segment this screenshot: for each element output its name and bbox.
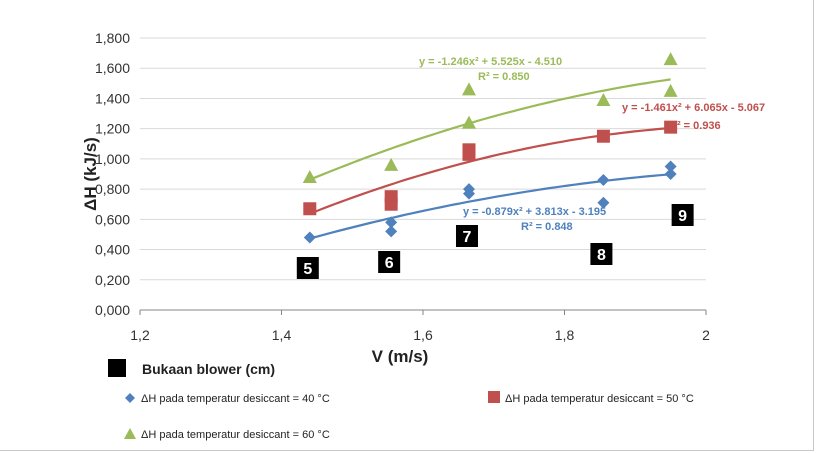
y-tick-label: 1,000	[95, 151, 130, 167]
data-point-40c	[597, 174, 610, 187]
y-tick-label: 0,800	[95, 181, 130, 197]
blower-badge	[671, 204, 694, 226]
trendline-equation: y = -1.461x² + 6.065x - 5.067	[622, 102, 765, 114]
x-tick-label: 1,2	[130, 327, 150, 343]
legend-label: ΔH pada temperatur desiccant = 40 °C	[141, 393, 330, 405]
y-tick-label: 1,600	[95, 60, 130, 76]
blower-badge	[455, 225, 478, 247]
y-tick-label: 1,400	[95, 90, 130, 106]
data-point-60c	[302, 170, 317, 184]
legend-marker-40c	[125, 393, 135, 403]
data-point-60c	[596, 92, 611, 106]
data-point-60c	[461, 82, 476, 96]
trendline-equation: y = -1.246x² + 5.525x - 4.510	[419, 56, 562, 68]
x-tick-label: 1,8	[555, 327, 575, 343]
r-squared-label: R² = 0.936	[669, 120, 721, 132]
data-point-50c	[462, 143, 476, 157]
data-point-60c	[384, 157, 399, 171]
blower-badge-label: 5	[303, 261, 312, 278]
y-tick-label: 0,200	[95, 272, 130, 288]
trendline	[309, 173, 671, 240]
data-point-50c	[596, 129, 610, 143]
data-point-60c	[663, 83, 678, 97]
x-tick-label: 1,4	[272, 327, 292, 343]
x-axis-title: V (m/s)	[372, 347, 429, 366]
blower-badge-label: 8	[597, 247, 606, 264]
data-point-40c	[597, 196, 610, 209]
data-point-40c	[303, 231, 316, 244]
blower-badge-label: 6	[385, 255, 394, 272]
y-tick-label: 1,800	[95, 30, 130, 46]
legend-marker-60c	[124, 428, 136, 439]
x-tick-label: 1,6	[413, 327, 433, 343]
legend-label: ΔH pada temperatur desiccant = 60 °C	[141, 429, 330, 441]
trendline-equation: y = -0.879x² + 3.813x - 3.195	[463, 206, 606, 218]
y-tick-label: 0,600	[95, 211, 130, 227]
y-axis-title: ΔH (kJ/s)	[81, 137, 100, 211]
r-squared-label: R² = 0.848	[521, 221, 573, 233]
trendline	[309, 126, 671, 215]
blower-badge-label: 9	[678, 208, 687, 225]
blower-legend-label: Bukaan blower (cm)	[142, 361, 275, 377]
data-point-40c	[385, 225, 398, 238]
data-point-40c	[664, 160, 677, 173]
y-tick-label: 0,000	[95, 302, 130, 318]
blower-badge	[296, 257, 319, 279]
data-point-40c	[664, 168, 677, 180]
y-tick-label: 0,400	[95, 242, 130, 258]
legend-label: ΔH pada temperatur desiccant = 50 °C	[505, 393, 694, 405]
y-tick-label: 1,200	[95, 121, 130, 137]
data-point-60c	[461, 115, 476, 129]
r-squared-label: R² = 0.850	[478, 71, 530, 83]
blower-legend-swatch	[108, 359, 126, 377]
trendline	[309, 78, 671, 181]
blower-badge	[378, 251, 401, 273]
data-point-50c	[303, 202, 317, 216]
data-point-40c	[462, 183, 475, 196]
legend-marker-50c	[488, 391, 500, 403]
data-point-50c	[664, 120, 678, 134]
blower-badge	[590, 243, 613, 265]
blower-badge-label: 7	[463, 229, 472, 246]
data-point-50c	[384, 190, 398, 204]
data-point-60c	[663, 52, 678, 66]
data-point-40c	[385, 216, 398, 229]
x-tick-label: 2	[702, 327, 710, 343]
